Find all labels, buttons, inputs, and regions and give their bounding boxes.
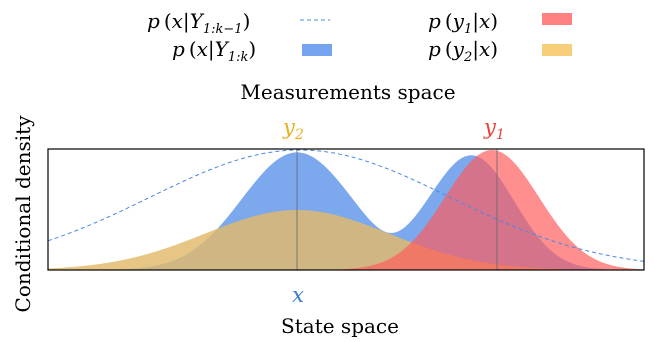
plot-frame — [47, 148, 645, 271]
prior-density-curve — [48, 149, 644, 262]
y2-label: y2 — [282, 115, 304, 143]
legend-item-prior: p (x|Y1:k−1) — [147, 9, 330, 37]
legend-label-likelihood-y1: p (y1|x) — [428, 9, 498, 37]
legend-swatch-likelihood-y1 — [542, 13, 572, 25]
conditional-density-label: Conditional density — [11, 115, 35, 313]
legend-swatch-likelihood-y2 — [542, 44, 572, 56]
likelihood-y2-area — [48, 210, 644, 270]
plot-area — [47, 148, 645, 271]
legend-label-prior: p (x|Y1:k−1) — [147, 9, 250, 37]
legend-label-likelihood-y2: p (y2|x) — [428, 37, 498, 65]
legend-item-likelihood-y2: p (y2|x) — [428, 37, 572, 65]
measurements-space-label: Measurements space — [240, 80, 455, 104]
x-label: x — [292, 283, 304, 307]
legend: p (x|Y1:k−1) p (x|Y1:k) p (y1|x) p (y2|x) — [147, 9, 572, 65]
legend-item-posterior: p (x|Y1:k) — [172, 37, 332, 65]
state-space-label: State space — [281, 314, 399, 338]
legend-label-posterior: p (x|Y1:k) — [172, 37, 256, 65]
likelihood-y1-area — [48, 150, 644, 270]
legend-item-likelihood-y1: p (y1|x) — [428, 9, 572, 37]
y1-label: y1 — [483, 115, 505, 143]
legend-swatch-posterior — [302, 44, 332, 56]
